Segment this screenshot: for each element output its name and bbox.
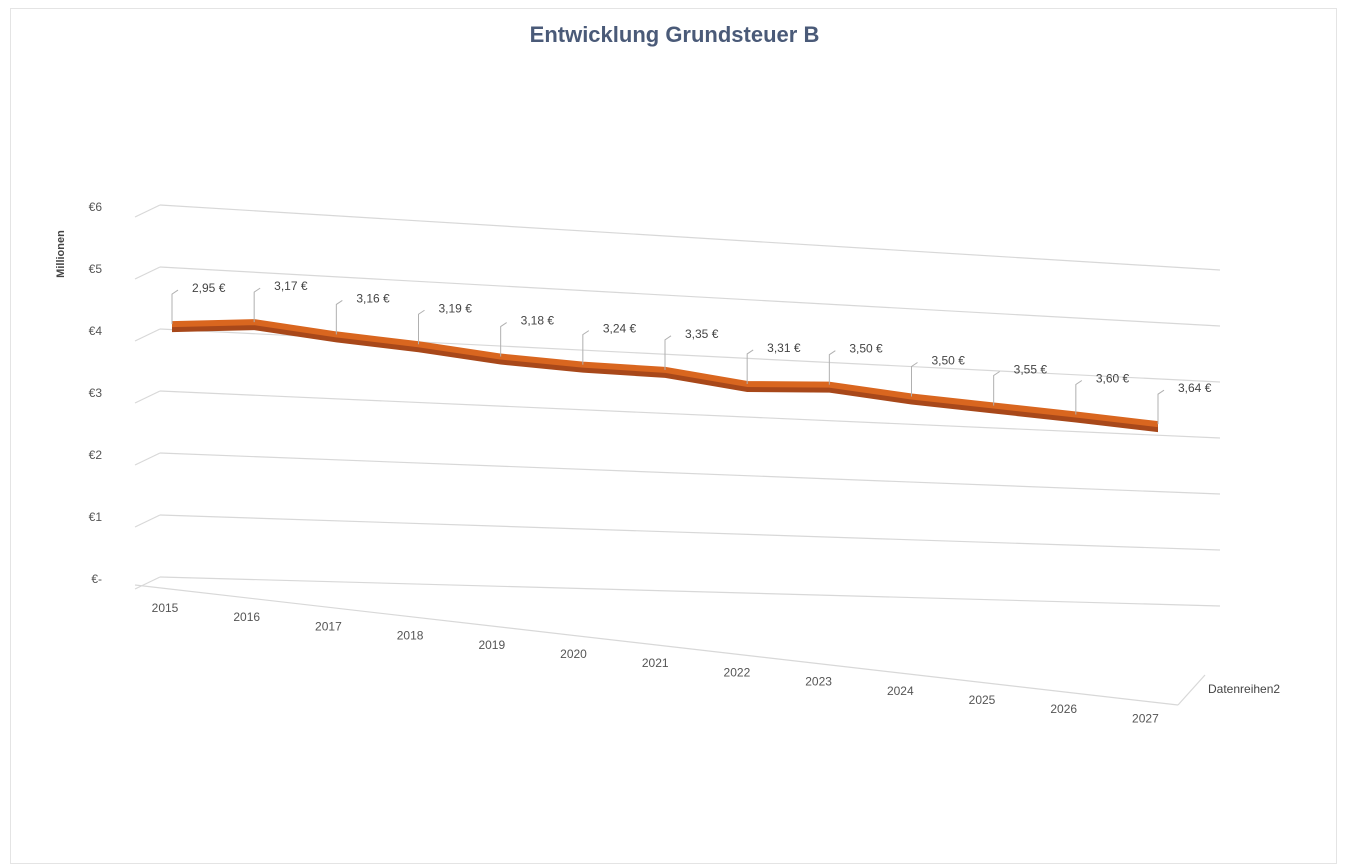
x-tick-label: 2021: [642, 656, 669, 670]
data-label-leader: [911, 362, 918, 397]
data-label: 3,35 €: [685, 327, 719, 341]
chart-frame: [10, 8, 1337, 864]
gridline: [159, 390, 1221, 439]
x-tick-label: 2022: [724, 665, 751, 679]
gridlines: [134, 204, 1221, 607]
data-label-leader: [582, 330, 590, 365]
x-tick-label: 2023: [805, 675, 832, 689]
x-tick-label: 2016: [233, 610, 260, 624]
y-tick-label: €1: [89, 510, 103, 524]
data-label-leader: [664, 335, 672, 370]
data-label-leader: [993, 371, 1000, 406]
grid-edge: [134, 328, 161, 342]
y-tick-label: €3: [89, 386, 103, 400]
gridline: [159, 204, 1221, 271]
gridline: [159, 452, 1221, 495]
data-label-leader: [1075, 380, 1083, 415]
x-tick-label: 2027: [1132, 711, 1159, 725]
data-label: 2,95 €: [192, 281, 226, 295]
data-label: 3,55 €: [1014, 362, 1048, 376]
data-label-leader: [828, 350, 836, 385]
data-label: 3,64 €: [1178, 381, 1212, 395]
axes: €- €1 €2 €3 €4 €5 €6 Millionen 2015 2016 2017 2018 2…: [55, 200, 1280, 725]
data-label: 3,50 €: [849, 342, 883, 356]
x-tick-label: 2024: [887, 684, 914, 698]
data-label: 3,31 €: [767, 341, 801, 355]
series-group: [171, 319, 1159, 433]
grid-edge: [134, 514, 161, 528]
data-label: 3,19 €: [439, 301, 473, 315]
x-tick-label: 2025: [969, 693, 996, 707]
floor-edge: [134, 584, 1179, 706]
data-label: 3,60 €: [1096, 372, 1130, 386]
y-tick-label: €-: [91, 572, 102, 586]
x-tick-label: 2020: [560, 647, 587, 661]
y-axis-title: Millionen: [55, 230, 67, 278]
gridline: [159, 576, 1221, 607]
y-tick-label: €2: [89, 448, 103, 462]
gridline: [159, 266, 1221, 327]
floor-edge: [1177, 674, 1206, 706]
y-tick-label: €4: [89, 324, 103, 338]
grid-edge: [134, 204, 161, 218]
grid-edge: [134, 452, 161, 466]
data-label-leader: [1157, 389, 1165, 425]
data-label: 3,16 €: [356, 291, 390, 305]
x-tick-label: 2018: [397, 629, 424, 643]
data-label: 3,24 €: [603, 322, 637, 336]
data-label-leader: [500, 322, 507, 357]
grid-edge: [134, 576, 161, 590]
data-label: 3,17 €: [274, 279, 308, 293]
data-label: 3,18 €: [521, 314, 555, 328]
data-label-leader: [253, 287, 261, 323]
y-tick-label: €6: [89, 200, 103, 214]
x-tick-label: 2017: [315, 619, 342, 633]
grid-edge: [134, 266, 161, 280]
data-labels: 2,95 € 3,17 € 3,16 € 3,19 € 3,18 € 3,24 € 3,35…: [171, 279, 1212, 425]
data-label-leader: [746, 349, 754, 384]
data-label-leader: [171, 289, 179, 325]
data-label-leader: [418, 309, 425, 345]
y-tick-label: €5: [89, 262, 103, 276]
x-tick-label: 2019: [478, 638, 505, 652]
grid-edge: [134, 390, 161, 404]
data-label-leader: [335, 299, 343, 335]
series-name-label: Datenreihen2: [1208, 682, 1280, 696]
x-tick-label: 2026: [1050, 702, 1077, 716]
gridline: [159, 514, 1221, 551]
x-tick-label: 2015: [152, 601, 179, 615]
series-ribbon: [172, 322, 1158, 433]
data-label: 3,50 €: [932, 354, 966, 368]
chart-title: Entwicklung Grundsteuer B: [529, 22, 820, 47]
